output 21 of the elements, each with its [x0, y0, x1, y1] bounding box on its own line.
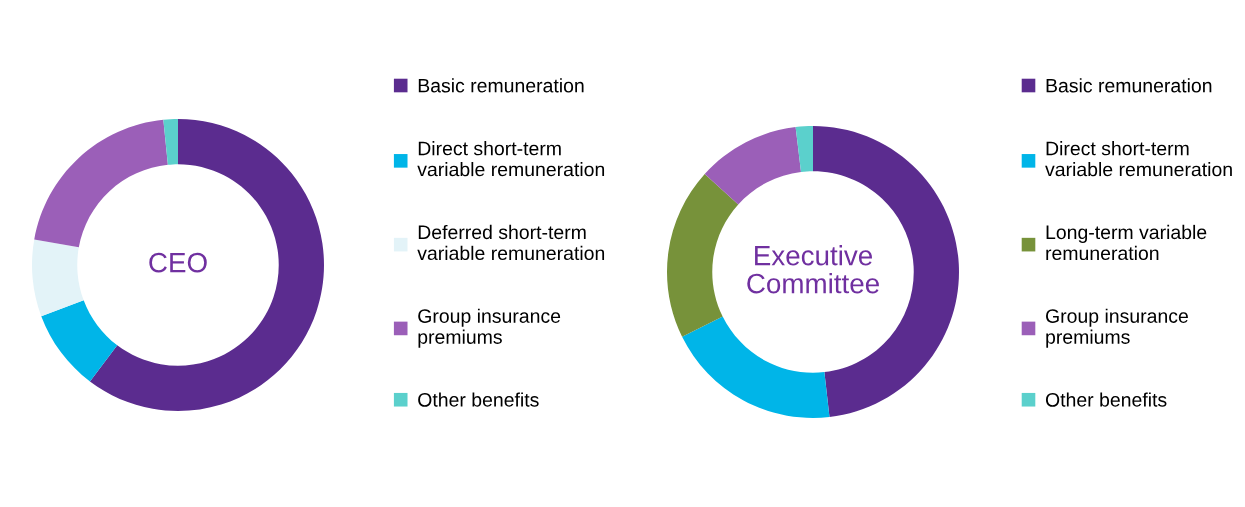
legend-label: Direct short-term variable remuneration [1045, 141, 1232, 177]
legend-label: Group insurance premiums [1046, 308, 1188, 348]
legend-label: Basic remuneration [418, 78, 584, 93]
legend-label: Basic remuneration [1046, 78, 1212, 93]
legend-label: Deferred short-term variable remuneration [417, 224, 605, 261]
donut-slice [89, 119, 324, 411]
legend-label: Long-term variable remuneration [1046, 224, 1207, 261]
donut-slice [795, 126, 813, 172]
donut-slice [41, 300, 118, 382]
donut-slice [682, 316, 830, 418]
legend-label: Other benefits [418, 392, 539, 407]
legend-label: Direct short-term variable remuneration [417, 141, 605, 177]
donut-slice [34, 119, 168, 248]
legend-label: Other benefits [1045, 392, 1167, 407]
text: Executive Committee [747, 245, 879, 294]
legend-label: Group insurance premiums [418, 308, 561, 348]
text: CEO [149, 252, 207, 273]
donut-slice [163, 119, 178, 165]
donut-slice [667, 174, 739, 337]
donut-slice [704, 127, 801, 205]
donut-slice [32, 239, 84, 317]
